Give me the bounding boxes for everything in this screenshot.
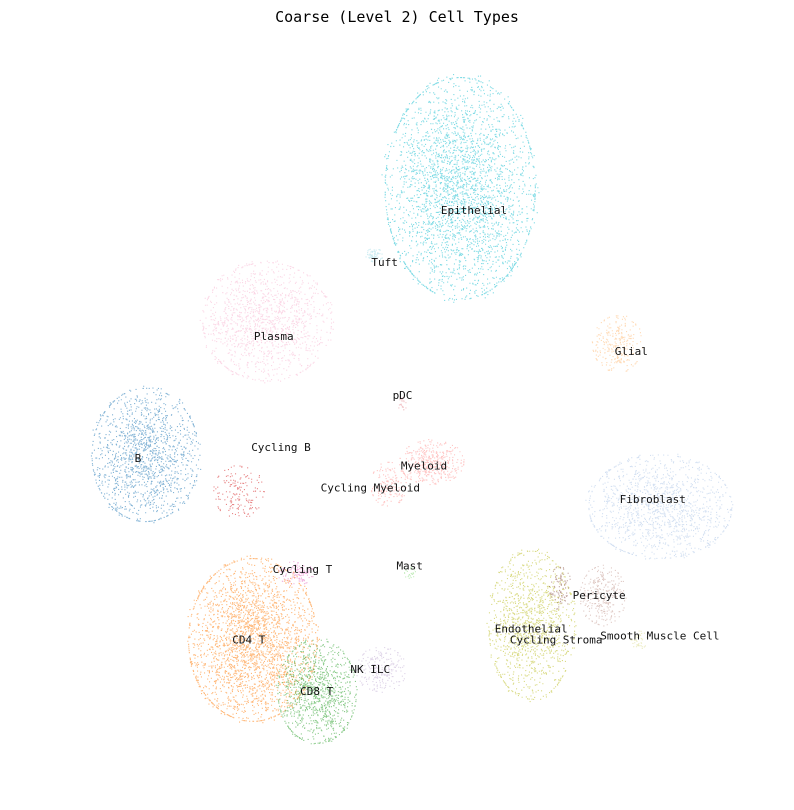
cluster-label-smooth-muscle-cell: Smooth Muscle Cell	[600, 630, 719, 643]
cluster-points-plasma	[199, 260, 335, 384]
chart-title: Coarse (Level 2) Cell Types	[275, 8, 519, 26]
cluster-points-glial	[591, 315, 643, 372]
cluster-pdc	[398, 396, 407, 411]
cluster-glial	[591, 315, 643, 372]
cluster-label-cycling-myeloid: Cycling Myeloid	[321, 482, 420, 495]
cluster-label-cd4-t: CD4 T	[232, 633, 265, 646]
cluster-points-cycling-myeloid	[371, 461, 407, 507]
cluster-points-cycling-t	[278, 561, 314, 585]
cluster-tuft	[365, 248, 383, 263]
cluster-mast	[404, 566, 416, 579]
cluster-points-myeloid	[399, 439, 465, 486]
cluster-points-pdc	[398, 396, 407, 411]
cluster-cycling-myeloid	[371, 461, 407, 507]
cluster-cd4-t	[187, 555, 320, 724]
cluster-cycling-stroma	[549, 566, 571, 610]
cluster-points-cycling-b	[213, 465, 265, 517]
cluster-label-nk-ilc: NK ILC	[350, 663, 390, 676]
cluster-label-endothelial: Endothelial	[495, 622, 568, 635]
cluster-points-tuft	[365, 248, 383, 263]
cluster-points-cd4-t	[187, 555, 320, 724]
cluster-label-b: B	[135, 452, 142, 465]
cluster-smooth-muscle-cell	[629, 630, 648, 649]
cluster-points-smooth-muscle-cell	[629, 630, 648, 649]
cluster-label-fibroblast: Fibroblast	[620, 493, 686, 506]
cluster-label-mast: Mast	[396, 559, 423, 572]
cluster-label-cycling-stroma: Cycling Stroma	[510, 633, 603, 646]
cluster-cycling-t	[278, 561, 314, 585]
cluster-label-plasma: Plasma	[254, 330, 294, 343]
cluster-label-cycling-t: Cycling T	[273, 563, 333, 576]
cluster-label-cycling-b: Cycling B	[251, 441, 311, 454]
cluster-cd8-t	[275, 638, 358, 745]
cluster-label-glial: Glial	[615, 345, 648, 358]
cluster-labels: Epithelial Tuft Plasma Glial pDC B Cycling B My…	[135, 204, 720, 698]
scatter-points	[90, 74, 734, 745]
cluster-points-mast	[404, 566, 416, 579]
cluster-points-cycling-stroma	[549, 566, 571, 610]
cluster-cycling-b	[213, 465, 265, 517]
cluster-plasma	[199, 260, 335, 384]
cluster-label-pdc: pDC	[393, 389, 413, 402]
cluster-fibroblast	[585, 453, 734, 560]
cluster-label-myeloid: Myeloid	[401, 460, 447, 473]
cluster-label-cd8-t: CD8 T	[300, 685, 333, 698]
cluster-myeloid	[399, 439, 465, 486]
cluster-label-epithelial: Epithelial	[441, 204, 507, 217]
cluster-points-b	[90, 385, 202, 524]
cluster-epithelial	[381, 74, 540, 303]
cluster-points-fibroblast	[585, 453, 734, 560]
cluster-points-cd8-t	[275, 638, 358, 745]
cluster-b	[90, 385, 202, 524]
cluster-label-tuft: Tuft	[371, 256, 398, 269]
cluster-label-pericyte: Pericyte	[573, 589, 626, 602]
cluster-points-epithelial	[381, 74, 540, 303]
